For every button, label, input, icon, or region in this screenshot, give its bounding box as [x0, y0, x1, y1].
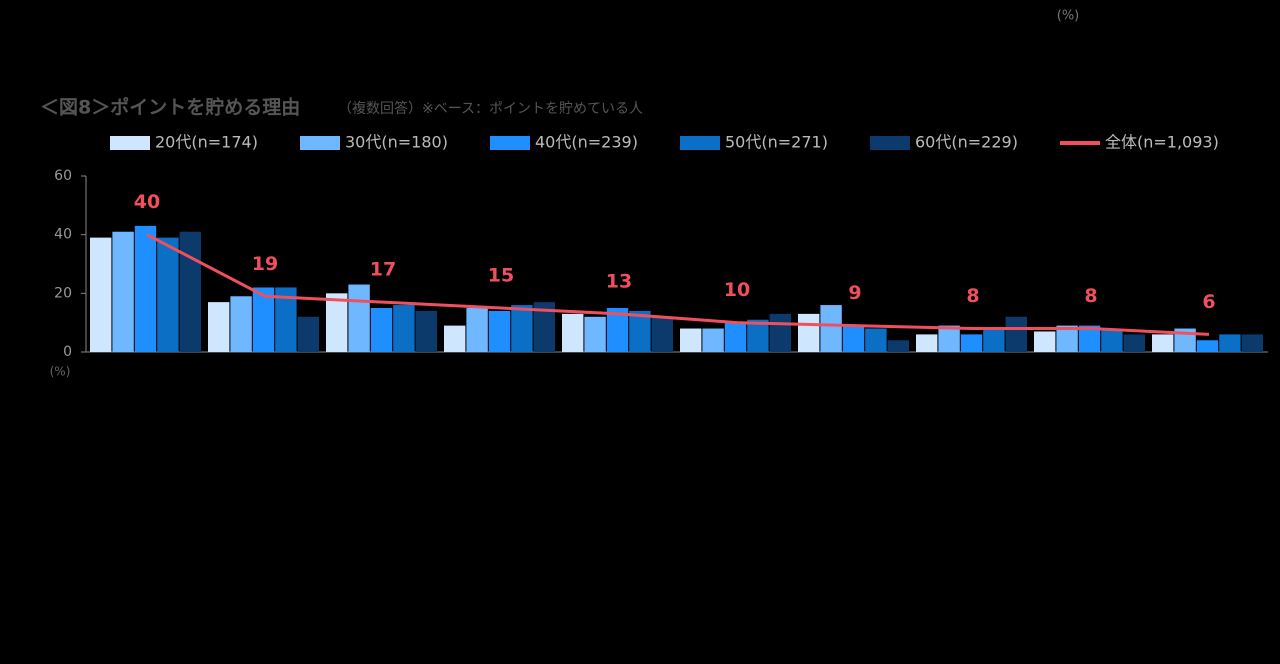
- data-label: 15: [488, 265, 514, 287]
- legend-label: 20代(n=174): [155, 133, 258, 152]
- bar: [1152, 334, 1174, 352]
- legend-label: 30代(n=180): [345, 133, 448, 152]
- legend-swatch: [870, 136, 910, 150]
- chart-title: ＜図8＞ポイントを貯める理由: [40, 96, 300, 119]
- bar: [983, 328, 1005, 352]
- bar: [1101, 328, 1123, 352]
- bar: [208, 302, 230, 352]
- bar: [348, 284, 370, 352]
- bar: [820, 305, 842, 352]
- bar: [370, 308, 393, 352]
- data-label: 40: [134, 191, 160, 213]
- bar: [444, 325, 466, 352]
- bar: [393, 305, 415, 352]
- bar: [702, 328, 724, 352]
- bar: [112, 231, 134, 352]
- bar: [466, 308, 488, 352]
- line: [146, 233, 1210, 336]
- bar: [179, 231, 201, 352]
- bar: [798, 313, 820, 352]
- bar: [90, 237, 112, 352]
- bar: [960, 334, 983, 352]
- bar: [651, 316, 673, 352]
- y-tick-label: 0: [63, 344, 72, 360]
- bar: [488, 310, 511, 352]
- legend-swatch: [680, 136, 720, 150]
- bar: [865, 328, 887, 352]
- bar: [230, 296, 252, 352]
- bar: [584, 316, 606, 352]
- legend-label: 40代(n=239): [535, 133, 638, 152]
- bar: [724, 322, 747, 352]
- legend-swatch: [300, 136, 340, 150]
- corner-note: (%): [1057, 9, 1080, 24]
- bar: [747, 319, 769, 352]
- bar: [680, 328, 702, 352]
- y-tick-label: 60: [54, 168, 72, 184]
- legend-label: 全体(n=1,093): [1105, 133, 1219, 152]
- data-label: 8: [1084, 285, 1097, 307]
- bar: [938, 325, 960, 352]
- legend-label: 50代(n=271): [725, 133, 828, 152]
- bar: [1005, 316, 1027, 352]
- y-tick-label: 20: [54, 285, 72, 301]
- legend-swatch: [490, 136, 530, 150]
- data-label: 9: [848, 282, 861, 304]
- data-label: 13: [606, 270, 632, 292]
- bar: [1219, 334, 1241, 352]
- data-label: 8: [966, 285, 979, 307]
- bar: [1196, 340, 1219, 352]
- legend-swatch: [110, 136, 150, 150]
- bar: [1241, 334, 1263, 352]
- bar: [606, 308, 629, 352]
- bar: [916, 334, 938, 352]
- bar: [134, 225, 157, 352]
- bar: [297, 316, 319, 352]
- chart-subtitle: （複数回答）※ベース：ポイントを貯めている人: [338, 100, 643, 117]
- data-label: 10: [724, 279, 750, 301]
- bar: [252, 287, 275, 352]
- bar: [511, 305, 533, 352]
- bar: [629, 310, 651, 352]
- bar: [157, 237, 179, 352]
- data-label: 19: [252, 253, 278, 275]
- legend-label: 60代(n=229): [915, 133, 1018, 152]
- bar: [1034, 331, 1056, 352]
- bar: [1123, 334, 1145, 352]
- bar: [562, 313, 584, 352]
- y-unit: (%): [50, 365, 71, 379]
- y-tick-label: 40: [54, 227, 72, 243]
- bar: [769, 313, 791, 352]
- data-label: 6: [1202, 291, 1215, 313]
- bar: [415, 310, 437, 352]
- data-label: 17: [370, 259, 396, 281]
- bar: [275, 287, 297, 352]
- bar: [1078, 325, 1101, 352]
- bar: [887, 340, 909, 352]
- bar: [1056, 325, 1078, 352]
- bar: [326, 293, 348, 352]
- bar: [842, 325, 865, 352]
- bar: [533, 302, 555, 352]
